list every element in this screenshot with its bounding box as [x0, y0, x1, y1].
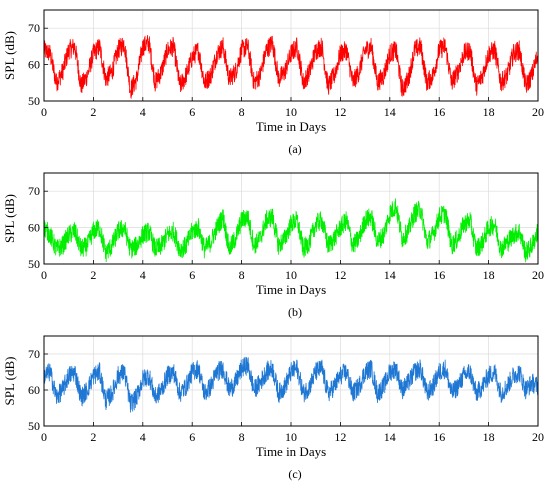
x-tick-label-4: 4: [140, 268, 146, 282]
x-tick-label-18: 18: [483, 430, 495, 444]
x-axis-label: Time in Days: [256, 444, 326, 459]
x-tick-label-20: 20: [532, 105, 544, 119]
panel-caption: (a): [288, 142, 301, 156]
x-tick-label-14: 14: [384, 105, 396, 119]
x-tick-label-0: 0: [41, 268, 47, 282]
x-tick-label-2: 2: [90, 430, 96, 444]
x-tick-label-10: 10: [285, 430, 297, 444]
x-tick-label-8: 8: [239, 105, 245, 119]
x-tick-label-6: 6: [189, 430, 195, 444]
x-tick-label-6: 6: [189, 105, 195, 119]
y-tick-label-50: 50: [28, 419, 40, 433]
x-tick-label-16: 16: [433, 105, 445, 119]
x-axis-label: Time in Days: [256, 119, 326, 134]
x-tick-label-4: 4: [140, 430, 146, 444]
x-tick-label-18: 18: [483, 268, 495, 282]
x-tick-label-8: 8: [239, 268, 245, 282]
y-tick-label-50: 50: [28, 94, 40, 108]
x-tick-label-16: 16: [433, 430, 445, 444]
x-tick-label-0: 0: [41, 430, 47, 444]
y-tick-label-70: 70: [28, 21, 40, 35]
x-tick-label-10: 10: [285, 105, 297, 119]
y-tick-label-70: 70: [28, 184, 40, 198]
panel-3: 0 2 4 6 8 10 12 14 16 18 20 50 60 70 Time in Days SPL (…: [2, 335, 544, 481]
y-tick-label-70: 70: [28, 347, 40, 361]
x-tick-label-12: 12: [334, 268, 346, 282]
panel-caption: (c): [288, 467, 301, 481]
x-tick-label-0: 0: [41, 105, 47, 119]
y-axis-label: SPL (dB): [2, 194, 17, 243]
y-tick-label-60: 60: [28, 58, 40, 72]
y-tick-label-50: 50: [28, 257, 40, 271]
series-line-1: [43, 35, 539, 100]
y-tick-label-60: 60: [28, 383, 40, 397]
panel-2: 0 2 4 6 8 10 12 14 16 18 20 50 60 70 Time in Days SPL (…: [2, 172, 544, 319]
x-tick-label-20: 20: [532, 430, 544, 444]
x-tick-label-18: 18: [483, 105, 495, 119]
x-tick-label-16: 16: [433, 268, 445, 282]
x-tick-label-20: 20: [532, 268, 544, 282]
panel-caption: (b): [288, 305, 302, 319]
x-tick-label-12: 12: [334, 430, 346, 444]
y-axis-label: SPL (dB): [2, 357, 17, 406]
series-line-2: [43, 198, 539, 263]
x-tick-label-10: 10: [285, 268, 297, 282]
x-tick-label-4: 4: [140, 105, 146, 119]
x-tick-label-14: 14: [384, 268, 396, 282]
x-tick-label-14: 14: [384, 430, 396, 444]
x-tick-label-6: 6: [189, 268, 195, 282]
y-tick-label-60: 60: [28, 221, 40, 235]
y-axis-label: SPL (dB): [2, 31, 17, 80]
panel-1: 0 2 4 6 8 10 12 14 16 18 20 50 60 70 Time in Days SPL (…: [2, 9, 544, 156]
x-tick-label-8: 8: [239, 430, 245, 444]
x-tick-label-2: 2: [90, 105, 96, 119]
x-tick-label-12: 12: [334, 105, 346, 119]
x-axis-label: Time in Days: [256, 282, 326, 297]
x-tick-label-2: 2: [90, 268, 96, 282]
series-line-3: [43, 356, 539, 413]
